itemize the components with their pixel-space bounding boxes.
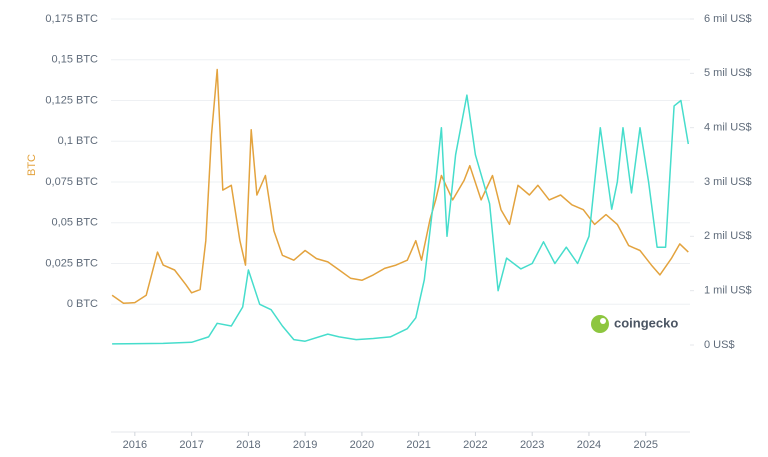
y2-tick-label: 4 mil US$ — [704, 122, 752, 134]
y2-tick-label: 2 mil US$ — [704, 230, 752, 242]
logo-eye — [600, 318, 606, 324]
y-tick-label: 0,15 BTC — [52, 54, 99, 66]
watermark: coingecko — [591, 315, 678, 333]
y2-tick-label: 6 mil US$ — [704, 13, 752, 25]
x-tick-label: 2025 — [633, 439, 657, 451]
x-tick-label: 2023 — [520, 439, 544, 451]
y-tick-label: 0,025 BTC — [45, 257, 98, 269]
logo-icon — [591, 315, 609, 333]
watermark-text: coingecko — [614, 315, 678, 330]
x-tick-label: 2017 — [179, 439, 203, 451]
x-tick-label: 2018 — [236, 439, 260, 451]
y-tick-label: 0,05 BTC — [52, 217, 99, 229]
grid — [111, 18, 690, 305]
y-tick-label: 0,1 BTC — [58, 135, 98, 147]
series-line — [111, 68, 689, 305]
x-tick-label: 2022 — [463, 439, 487, 451]
y-tick-label: 0 BTC — [67, 298, 98, 310]
y-axis-label: BTC — [26, 154, 38, 176]
y-tick-label: 0,125 BTC — [45, 94, 98, 106]
x-tick-label: 2019 — [293, 439, 317, 451]
x-tick-label: 2024 — [577, 439, 601, 451]
y2-tick-label: 5 mil US$ — [704, 67, 752, 79]
x-tick-label: 2021 — [406, 439, 430, 451]
y-tick-label: 0,075 BTC — [45, 176, 98, 188]
series-line — [112, 94, 690, 345]
x-tick-label: 2020 — [350, 439, 374, 451]
y2-tick-label: 1 mil US$ — [704, 285, 752, 297]
y2-tick-label: 0 US$ — [704, 339, 735, 351]
y2-tick-label: 3 mil US$ — [704, 176, 752, 188]
y-tick-label: 0,175 BTC — [45, 13, 98, 25]
x-tick-label: 2016 — [123, 439, 147, 451]
